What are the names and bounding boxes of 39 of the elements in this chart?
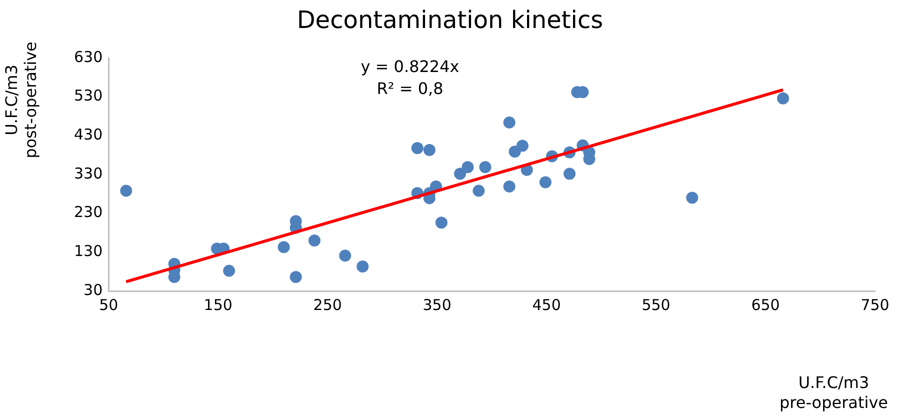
y-tick-label: 430 xyxy=(74,126,103,144)
y-tick-label: 230 xyxy=(74,203,103,222)
point xyxy=(423,144,436,156)
x-tick-label: 650 xyxy=(751,296,780,314)
x-tick-label: 250 xyxy=(313,296,342,314)
y-axis-title: U.F.C/m3 post-operative xyxy=(2,40,40,160)
point xyxy=(223,264,236,277)
chart-title: Decontamination kinetics xyxy=(296,6,604,34)
point xyxy=(503,180,516,193)
point xyxy=(516,140,528,152)
x-tick-label: 150 xyxy=(204,296,232,314)
x-tick-label: 450 xyxy=(532,296,561,314)
annotation: y = 0.8224x xyxy=(360,57,460,76)
point xyxy=(472,184,485,197)
y-tick-label: 130 xyxy=(74,242,103,260)
point xyxy=(120,184,132,197)
x-tick-label: 750 xyxy=(860,296,890,314)
point xyxy=(503,116,516,128)
x-tick-label: 350 xyxy=(422,296,452,314)
point xyxy=(356,260,369,273)
x-axis-title: U.F.C/m3 pre-operative xyxy=(780,373,888,413)
y-tick-label: 630 xyxy=(74,48,103,66)
point xyxy=(777,92,790,104)
point xyxy=(686,192,698,204)
point xyxy=(290,271,302,284)
y-tick-label: 330 xyxy=(74,164,103,182)
point xyxy=(411,142,424,154)
point xyxy=(454,168,466,180)
x-tick-label: 550 xyxy=(642,296,670,314)
point xyxy=(339,250,352,262)
point xyxy=(308,234,320,247)
point xyxy=(435,216,448,229)
point xyxy=(479,161,492,174)
point xyxy=(278,241,290,254)
point xyxy=(539,176,552,188)
point xyxy=(564,168,576,180)
y-tick-label: 530 xyxy=(74,86,103,105)
annotation: R² = 0,8 xyxy=(376,79,444,98)
point xyxy=(462,161,474,174)
